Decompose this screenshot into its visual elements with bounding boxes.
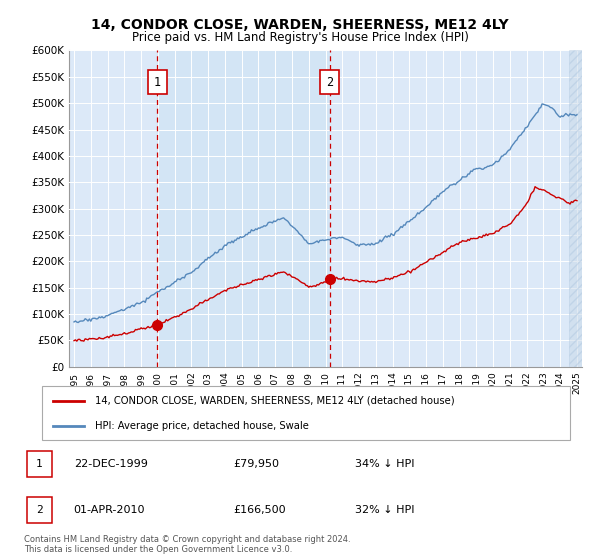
FancyBboxPatch shape — [27, 451, 52, 477]
Text: £79,950: £79,950 — [234, 459, 280, 469]
FancyBboxPatch shape — [42, 386, 570, 440]
FancyBboxPatch shape — [27, 497, 52, 523]
Text: £166,500: £166,500 — [234, 505, 286, 515]
Text: 32% ↓ HPI: 32% ↓ HPI — [355, 505, 415, 515]
Text: Price paid vs. HM Land Registry's House Price Index (HPI): Price paid vs. HM Land Registry's House … — [131, 31, 469, 44]
Text: 14, CONDOR CLOSE, WARDEN, SHEERNESS, ME12 4LY (detached house): 14, CONDOR CLOSE, WARDEN, SHEERNESS, ME1… — [95, 396, 454, 406]
Text: Contains HM Land Registry data © Crown copyright and database right 2024.
This d: Contains HM Land Registry data © Crown c… — [24, 535, 350, 554]
Text: 01-APR-2010: 01-APR-2010 — [74, 505, 145, 515]
FancyBboxPatch shape — [320, 71, 339, 94]
Text: 2: 2 — [36, 505, 43, 515]
Text: 14, CONDOR CLOSE, WARDEN, SHEERNESS, ME12 4LY: 14, CONDOR CLOSE, WARDEN, SHEERNESS, ME1… — [91, 18, 509, 32]
Text: 1: 1 — [154, 76, 161, 88]
Text: HPI: Average price, detached house, Swale: HPI: Average price, detached house, Swal… — [95, 421, 308, 431]
Text: 34% ↓ HPI: 34% ↓ HPI — [355, 459, 415, 469]
Text: 1: 1 — [36, 459, 43, 469]
Bar — [157, 50, 329, 367]
FancyBboxPatch shape — [148, 71, 167, 94]
Text: 22-DEC-1999: 22-DEC-1999 — [74, 459, 148, 469]
Text: 2: 2 — [326, 76, 333, 88]
Bar — [569, 50, 582, 367]
